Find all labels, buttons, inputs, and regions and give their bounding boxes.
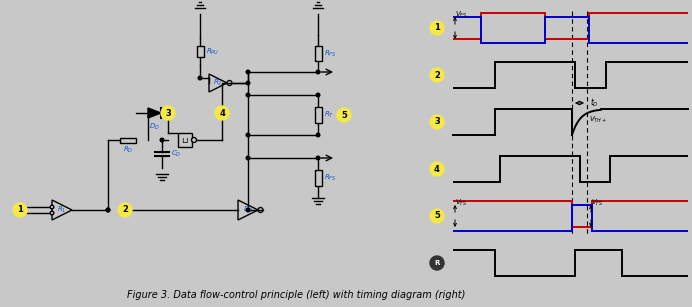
Circle shape xyxy=(258,208,263,212)
Text: $V_{FS}$: $V_{FS}$ xyxy=(455,198,468,208)
Circle shape xyxy=(316,133,320,137)
Circle shape xyxy=(198,76,202,80)
Text: $\sqcup$: $\sqcup$ xyxy=(181,135,189,145)
Text: 3: 3 xyxy=(434,118,440,126)
Circle shape xyxy=(430,256,444,270)
Text: 5: 5 xyxy=(341,111,347,119)
Circle shape xyxy=(316,70,320,74)
Circle shape xyxy=(246,93,250,97)
Text: $V_{FS}$: $V_{FS}$ xyxy=(455,10,468,20)
Bar xyxy=(314,107,322,123)
Text: 2: 2 xyxy=(434,71,440,80)
Text: $t_D$: $t_D$ xyxy=(590,97,599,109)
Circle shape xyxy=(337,108,351,122)
Circle shape xyxy=(51,211,54,215)
Text: 4: 4 xyxy=(434,165,440,173)
Text: $R_{FS}$: $R_{FS}$ xyxy=(323,49,336,59)
Text: 5: 5 xyxy=(434,212,440,220)
Circle shape xyxy=(13,203,27,217)
Text: 3: 3 xyxy=(165,108,171,118)
Circle shape xyxy=(161,138,164,142)
Circle shape xyxy=(118,203,132,217)
Circle shape xyxy=(246,208,250,212)
Text: 4: 4 xyxy=(219,108,225,118)
Bar xyxy=(120,138,136,142)
Circle shape xyxy=(246,156,250,160)
Text: $D_2$: $D_2$ xyxy=(243,205,253,215)
Circle shape xyxy=(430,209,444,223)
Circle shape xyxy=(430,21,444,35)
Text: $R_{PU}$: $R_{PU}$ xyxy=(206,46,219,56)
Circle shape xyxy=(161,106,175,120)
Text: $R_T$: $R_T$ xyxy=(323,110,334,120)
Circle shape xyxy=(246,70,250,74)
Circle shape xyxy=(51,205,54,209)
Circle shape xyxy=(316,156,320,160)
Bar xyxy=(197,46,203,57)
Bar xyxy=(178,133,192,147)
Text: 1: 1 xyxy=(17,205,23,215)
Bar xyxy=(314,46,322,61)
Circle shape xyxy=(316,93,320,97)
Circle shape xyxy=(246,133,250,137)
Text: $R_1$: $R_1$ xyxy=(57,205,66,215)
Polygon shape xyxy=(238,200,258,220)
Circle shape xyxy=(106,208,110,212)
Circle shape xyxy=(106,208,110,212)
Circle shape xyxy=(430,68,444,82)
Text: Figure 3. Data flow-control principle (left) with timing diagram (right): Figure 3. Data flow-control principle (l… xyxy=(127,290,465,300)
Text: 1: 1 xyxy=(434,24,440,33)
Circle shape xyxy=(430,162,444,176)
Circle shape xyxy=(215,106,229,120)
Text: $R_2$: $R_2$ xyxy=(213,78,223,88)
Text: $C_D$: $C_D$ xyxy=(171,149,181,159)
Circle shape xyxy=(227,80,232,86)
Text: R: R xyxy=(435,260,439,266)
Text: 2: 2 xyxy=(122,205,128,215)
Text: $V_{FS}$: $V_{FS}$ xyxy=(591,198,603,208)
Text: $R_D$: $R_D$ xyxy=(122,145,133,155)
Circle shape xyxy=(246,81,250,85)
Circle shape xyxy=(192,138,197,142)
Bar xyxy=(314,169,322,186)
Text: $R_{FS}$: $R_{FS}$ xyxy=(323,173,336,183)
Polygon shape xyxy=(209,74,227,92)
Text: $V_{TH+}$: $V_{TH+}$ xyxy=(589,115,607,125)
Polygon shape xyxy=(52,200,72,220)
Text: $D_D$: $D_D$ xyxy=(149,122,160,132)
Polygon shape xyxy=(148,108,161,118)
Circle shape xyxy=(430,115,444,129)
